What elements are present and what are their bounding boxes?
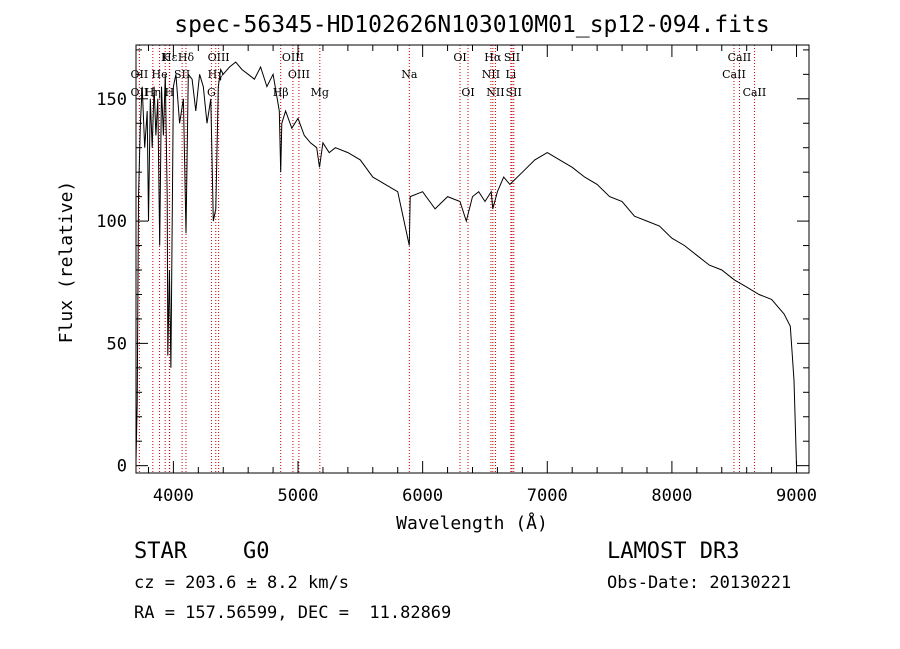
line-label-25: NII xyxy=(486,86,504,99)
line-label-13: OIII xyxy=(288,68,310,81)
x-tick-label-2: 6000 xyxy=(402,486,443,506)
line-label-21: G xyxy=(207,86,216,99)
axis-ticks xyxy=(136,45,809,473)
line-label-0: Hδ xyxy=(178,51,195,64)
x-tick-label-1: 5000 xyxy=(278,486,319,506)
y-tick-label-1: 50 xyxy=(107,334,127,354)
line-label-2: Hε xyxy=(162,51,178,64)
x-tick-label-3: 7000 xyxy=(527,486,568,506)
x-tick-label-0: 4000 xyxy=(153,486,194,506)
spectral-line-markers xyxy=(138,45,755,473)
line-label-27: CaII xyxy=(743,86,767,99)
y-tick-label-2: 100 xyxy=(96,212,127,232)
y-axis-label: Flux (relative) xyxy=(56,181,77,344)
subclass: G0 xyxy=(243,539,270,564)
plot-frame xyxy=(135,44,810,474)
line-label-24: OI xyxy=(461,86,474,99)
chart-title: spec-56345-HD102626N103010M01_sp12-094.f… xyxy=(174,12,769,38)
line-label-11: SII xyxy=(174,68,190,81)
spectrum-line xyxy=(135,61,797,466)
survey-name: LAMOST DR3 xyxy=(607,539,740,564)
object-class: STAR xyxy=(134,539,187,564)
line-label-4: OIII xyxy=(282,51,304,64)
x-axis-label: Wavelength (Å) xyxy=(396,512,548,534)
line-label-16: Li xyxy=(505,68,516,81)
line-label-6: Hα xyxy=(484,51,502,64)
line-label-3: OIII xyxy=(208,51,230,64)
line-label-10: He xyxy=(152,68,168,81)
line-label-14: Na xyxy=(401,68,418,81)
y-tick-label-0: 0 xyxy=(117,457,127,477)
line-label-17: CaII xyxy=(722,68,746,81)
line-label-26: SII xyxy=(506,86,522,99)
redshift-velocity: cz = 203.6 ± 8.2 km/s xyxy=(134,573,349,593)
line-label-1: K xyxy=(161,51,170,64)
line-label-23: Mg xyxy=(311,86,329,99)
line-label-15: NII xyxy=(482,68,500,81)
observation-date: Obs-Date: 20130221 xyxy=(607,573,792,593)
x-tick-label-5: 9000 xyxy=(776,486,817,506)
line-label-7: SII xyxy=(504,51,520,64)
line-label-20: H xyxy=(165,86,175,99)
line-label-8: CaII xyxy=(728,51,752,64)
line-label-19: Hη xyxy=(145,86,161,99)
sky-coordinates: RA = 157.56599, DEC = 11.82869 xyxy=(134,603,452,623)
y-tick-label-3: 150 xyxy=(96,90,127,110)
x-tick-label-4: 8000 xyxy=(651,486,692,506)
line-label-5: OI xyxy=(453,51,466,64)
axis-tick-labels: 4000 5000 6000 7000 8000 9000 0 50 100 150 xyxy=(96,90,817,506)
line-label-12: Hγ xyxy=(208,68,225,81)
line-label-18: OII xyxy=(131,86,149,99)
